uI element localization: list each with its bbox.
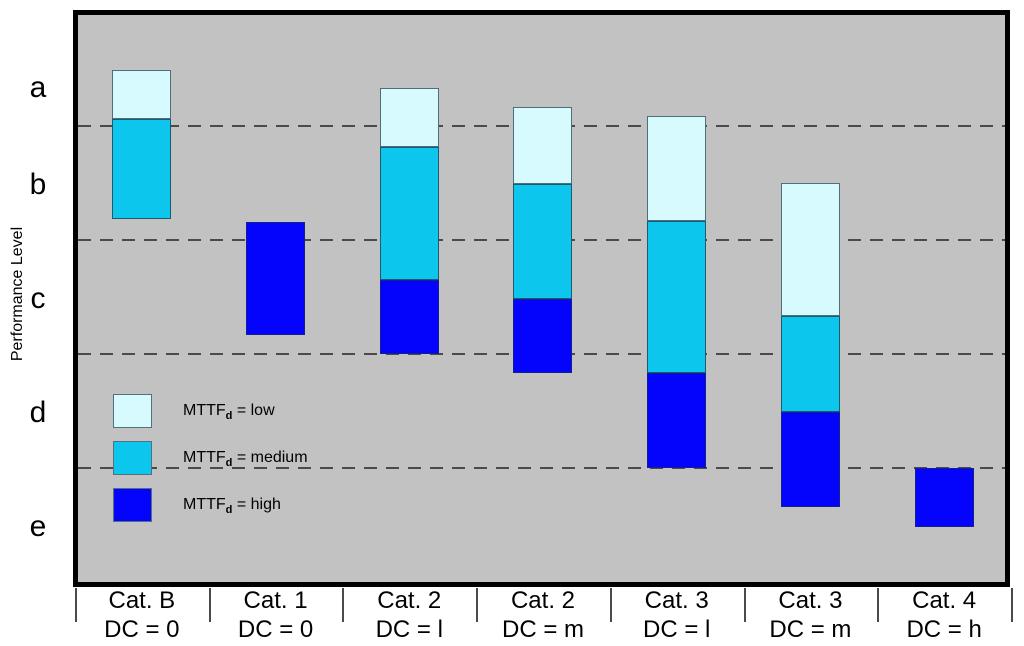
category-name: Cat. B [108,587,176,614]
bar-segment-mttfd-high [246,221,306,335]
category-divider-tick [609,588,612,622]
category-divider-tick [208,588,211,622]
legend-swatch-mttfd-medium [113,441,152,475]
y-axis-title: Performance Level [9,226,26,362]
pl-label-e: e [29,510,47,543]
category-dc: DC = 0 [104,616,180,643]
category-divider-tick [1010,588,1013,622]
bar-segment-mttfd-low [780,183,840,317]
legend-label-mttfd-medium: MTTFd = medium [183,449,308,469]
category-name: Cat. 4 [912,587,977,614]
bar-segment-mttfd-medium [780,316,840,413]
legend-item-mttfd-low: MTTFd = low [113,394,275,428]
legend-label-mttfd-high: MTTFd = high [183,496,281,516]
category-label-1: Cat. B DC = 0 [75,588,209,646]
category-name: Cat. 3 [644,587,709,614]
category-name: Cat. 1 [243,587,308,614]
bar-segment-mttfd-high [379,279,439,354]
category-label-6: Cat. 3 DC = m [744,588,878,646]
plot-inner: MTTFd = low MTTFd = medium MTTFd = high [78,15,1005,582]
legend-swatch-mttfd-low [113,394,152,428]
pl-label-d: d [29,396,47,429]
category-name: Cat. 2 [377,587,442,614]
bar-segment-mttfd-medium [112,119,172,220]
bar-segment-mttfd-medium [513,184,573,300]
category-label-2: Cat. 1 DC = 0 [209,588,343,646]
legend-swatch-mttfd-high [113,488,152,522]
category-divider-tick [342,588,345,622]
category-dc: DC = l [643,616,711,643]
bar-segment-mttfd-low [379,88,439,147]
category-label-3: Cat. 2 DC = l [342,588,476,646]
bar-segment-mttfd-high [647,373,707,468]
category-divider-tick [476,588,479,622]
bar-segment-mttfd-low [513,106,573,185]
category-divider-tick [75,588,77,622]
bar-segment-mttfd-high [914,468,974,528]
category-name: Cat. 2 [510,587,575,614]
pl-label-a: a [29,71,47,104]
category-label-4: Cat. 2 DC = m [476,588,610,646]
bar-segment-mttfd-high [513,299,573,374]
pl-boundary-gridline [78,467,1005,469]
category-dc: DC = h [906,616,982,643]
category-dc: DC = l [375,616,443,643]
legend: MTTFd = low MTTFd = medium MTTFd = high [113,394,443,524]
category-divider-tick [877,588,880,622]
bar-segment-mttfd-low [647,115,707,221]
pl-label-b: b [29,168,47,201]
category-dc: DC = m [769,616,852,643]
category-label-7: Cat. 4 DC = h [877,588,1011,646]
legend-label-mttfd-low: MTTFd = low [183,402,275,422]
category-label-5: Cat. 3 DC = l [610,588,744,646]
plot-area: MTTFd = low MTTFd = medium MTTFd = high [73,10,1010,587]
category-dc: DC = 0 [237,616,314,643]
bar-segment-mttfd-medium [379,146,439,280]
category-name: Cat. 3 [778,587,843,614]
legend-item-mttfd-high: MTTFd = high [113,488,281,522]
category-dc: DC = m [501,616,584,643]
x-axis: Cat. B DC = 0 Cat. 1 DC = 0 Cat. 2 DC = l Cat.… [0,588,1024,646]
legend-item-mttfd-medium: MTTFd = medium [113,441,308,475]
bar-segment-mttfd-medium [647,220,707,374]
bar-segment-mttfd-high [780,412,840,507]
bar-segment-mttfd-low [112,70,172,120]
category-divider-tick [743,588,746,622]
